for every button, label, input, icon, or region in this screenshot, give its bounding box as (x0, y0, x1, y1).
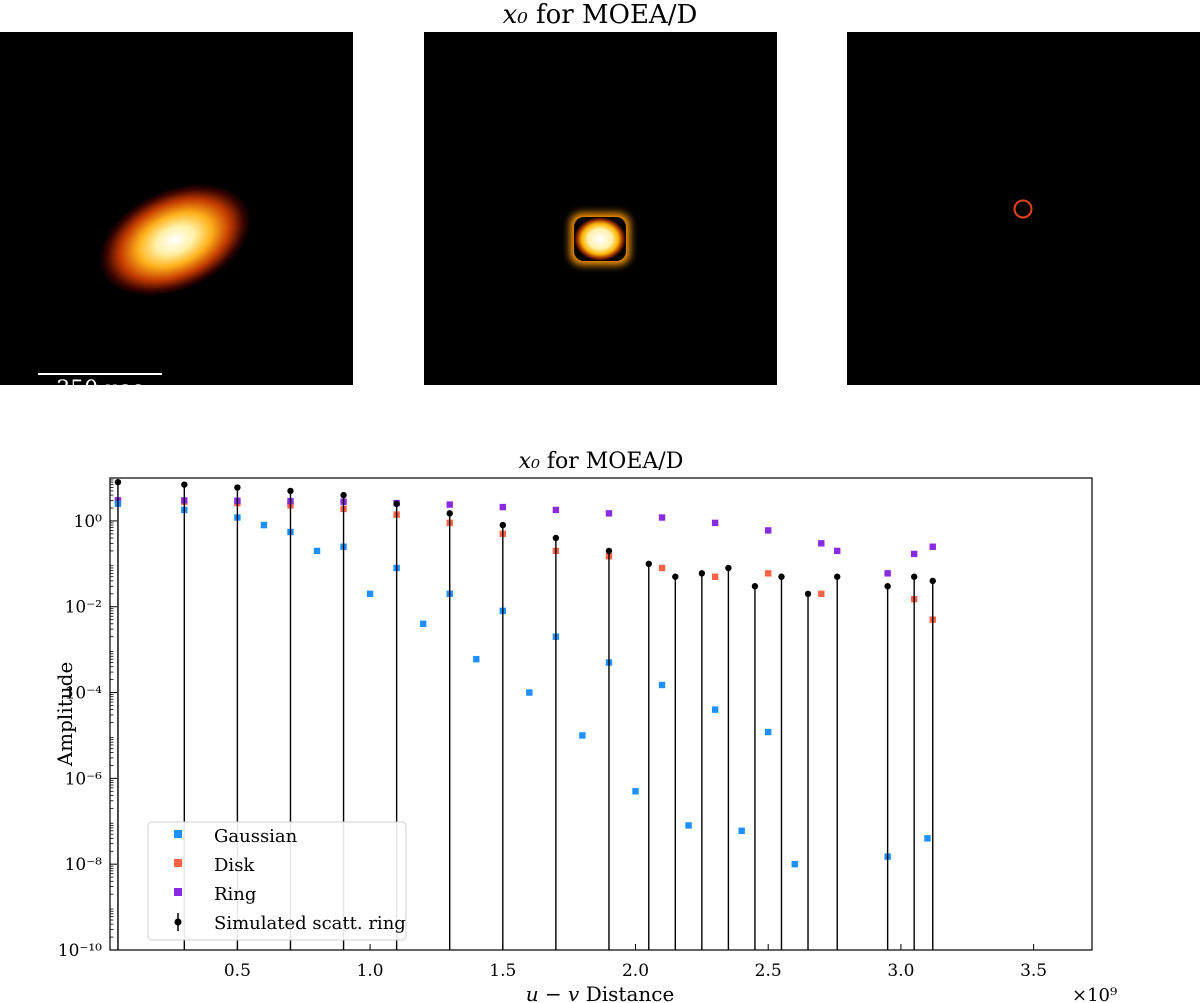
data-point (393, 500, 400, 508)
data-point (685, 822, 692, 829)
data-point (711, 573, 719, 580)
plot-title-text: for MOEA/D (539, 449, 684, 474)
legend-box (147, 821, 407, 941)
data-point (672, 573, 679, 580)
data-point (818, 540, 825, 547)
x-tick-label: 0.5 (224, 961, 251, 981)
disk-panel (424, 32, 777, 385)
data-point (579, 732, 586, 739)
data-point (791, 860, 798, 868)
x-axis-label: u − v Distance (526, 982, 675, 1003)
legend-simulated-label: Simulated scatt. ring (214, 913, 406, 934)
data-point (711, 519, 719, 527)
plot-frame (109, 477, 1093, 951)
figure-title-math: x₀ (502, 0, 528, 30)
legend-ring-marker (174, 888, 182, 896)
data-point (632, 788, 639, 795)
y-tick-label: 10⁻⁸ (65, 855, 103, 875)
data-point (910, 573, 918, 580)
data-point (698, 570, 706, 577)
x-tick-label: 1.5 (489, 961, 516, 981)
data-point (765, 570, 772, 577)
legend-simulated-marker (174, 918, 182, 926)
x-tick-label: 3.0 (887, 961, 914, 981)
data-point (605, 510, 613, 517)
legend-gaussian-marker (174, 830, 182, 838)
data-point (751, 583, 759, 590)
y-tick-label: 10⁻⁶ (65, 769, 103, 789)
data-point (778, 573, 785, 580)
x-axis-label-math: u − v (526, 982, 580, 1003)
scalebar (38, 373, 162, 375)
gaussian-panel: 350 μas (0, 32, 353, 385)
legend-disk-label: Disk (214, 855, 255, 876)
amplitude-plot: 0.5 1.0 1.5 2.0 2.5 3.0 3.5 10⁻¹⁰ 10⁻⁸ 10⁻⁶ 10⁻⁴ 10… (53, 477, 1117, 1003)
y-axis-label: Amplitude (53, 662, 77, 768)
x-tick-label: 3.5 (1020, 961, 1047, 981)
data-point (929, 577, 936, 585)
data-point (340, 491, 347, 499)
data-point (419, 620, 427, 628)
figure-title-text: for MOEA/D (527, 0, 698, 30)
x-tick-label: 1.0 (357, 961, 384, 981)
ring-panel (847, 32, 1200, 385)
data-point (446, 510, 453, 517)
data-point (287, 487, 294, 495)
x-multiplier: ×10⁹ (1072, 985, 1117, 1003)
data-point (366, 590, 374, 598)
data-point (446, 501, 453, 508)
plot-title-math: x₀ (518, 449, 540, 474)
data-point (725, 564, 732, 572)
data-point (181, 481, 188, 488)
y-tick-label: 10⁻⁴ (65, 684, 103, 704)
data-point (260, 521, 268, 529)
data-point (924, 835, 931, 842)
data-point (834, 547, 841, 555)
y-tick-label: 10⁻¹⁰ (58, 941, 102, 961)
data-point (473, 655, 480, 663)
data-point (765, 527, 772, 534)
figure-title: x₀ for MOEA/D (0, 0, 1200, 30)
scalebar-label: 350 μas (38, 377, 162, 385)
y-tick-label: 10⁰ (74, 512, 103, 532)
data-point (658, 564, 666, 572)
legend-disk-marker (174, 859, 182, 867)
data-point (552, 534, 560, 542)
x-tick-label: 2.0 (622, 961, 649, 981)
data-point (804, 590, 812, 598)
data-point (711, 706, 719, 713)
data-point (818, 590, 825, 598)
axis-ticks: 0.5 1.0 1.5 2.0 2.5 3.0 3.5 10⁻¹⁰ 10⁻⁸ 10⁻⁶ 10⁻⁴ 10… (58, 479, 1047, 981)
legend-gaussian-label: Gaussian (214, 826, 298, 847)
data-point (910, 550, 918, 558)
data-point (658, 514, 666, 521)
x-axis-label-text: Distance (579, 982, 674, 1003)
y-tick-label: 10⁻² (65, 598, 102, 618)
data-point (234, 484, 241, 491)
data-point (526, 689, 533, 696)
data-point (313, 547, 321, 555)
disk-image (570, 213, 630, 265)
data-point (605, 547, 613, 555)
data-point (884, 570, 891, 577)
data-point (552, 506, 560, 514)
x-tick-label: 2.5 (755, 961, 782, 981)
data-point (658, 681, 666, 689)
legend: Gaussian Disk Ring Simulated scatt. ring (147, 821, 407, 941)
data-point (929, 543, 936, 550)
legend-ring-label: Ring (214, 884, 256, 905)
gaussian-image (99, 183, 251, 297)
data-point (738, 827, 745, 834)
data-point (114, 478, 122, 486)
data-point (645, 560, 652, 568)
data-point (499, 521, 506, 529)
data-point (834, 573, 841, 580)
ring-image (1013, 199, 1033, 219)
data-point (765, 728, 772, 736)
plot-title: x₀ for MOEA/D (110, 448, 1092, 476)
data-point (499, 503, 506, 511)
data-point (884, 583, 891, 590)
